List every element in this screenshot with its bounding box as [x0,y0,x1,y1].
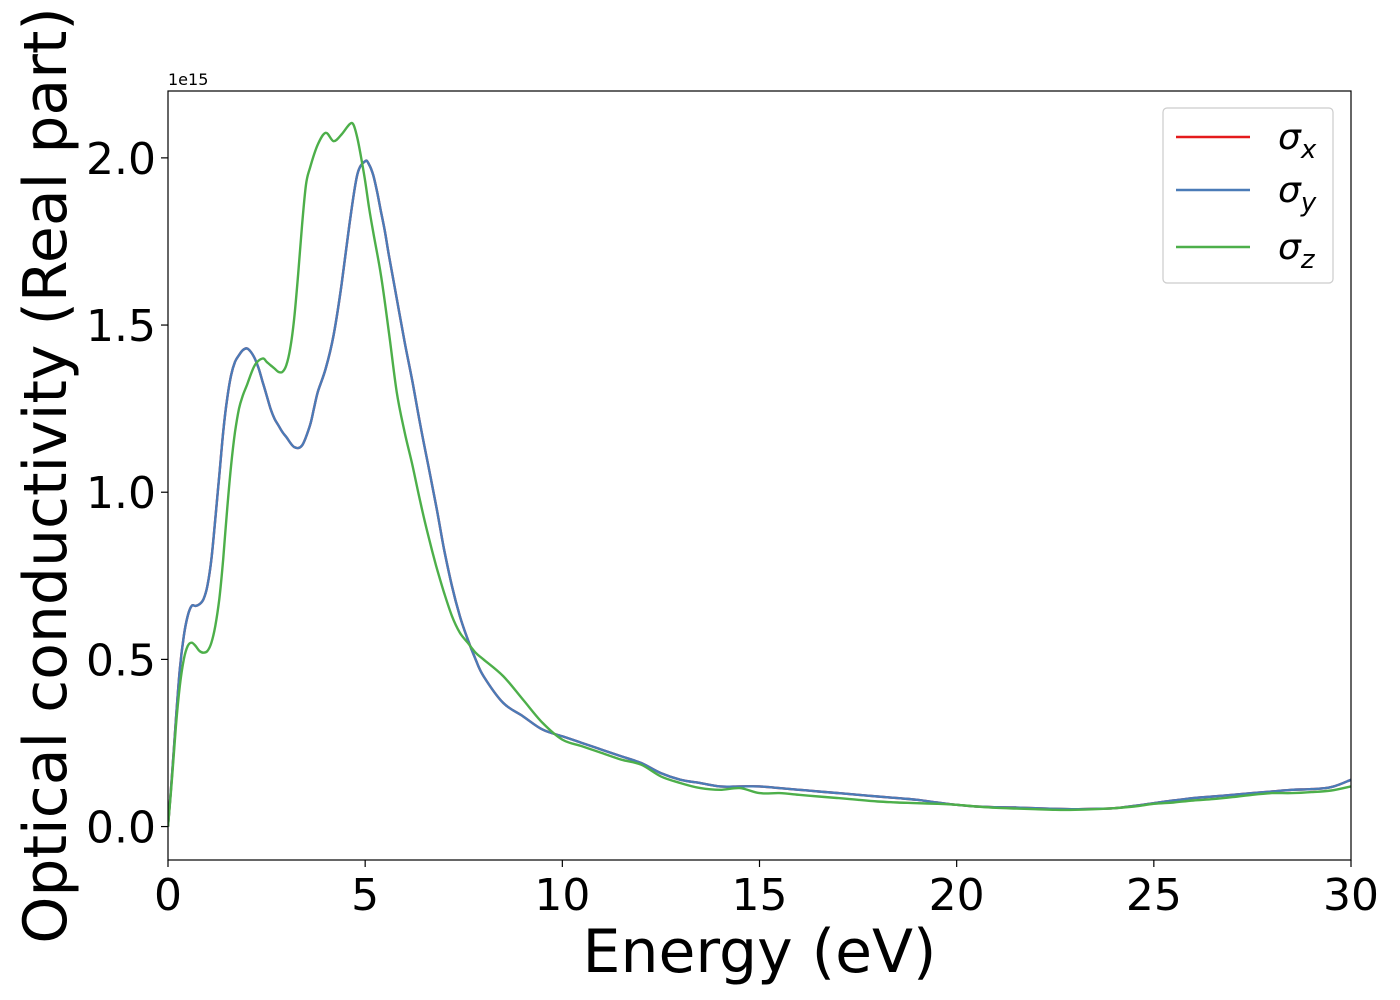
y-tick-label: 1.0 [86,468,156,519]
legend-label-x: σx [1278,117,1317,165]
y-axis-ticks: 0.0 0.5 1.0 1.5 2.0 [86,134,168,854]
y-tick-label: 2.0 [86,134,156,185]
y-tick-label: 0.5 [86,635,156,686]
x-tick-label: 30 [1323,870,1379,921]
y-tick-label: 0.0 [86,803,156,854]
legend-label-y: σy [1278,170,1317,218]
x-tick-label: 25 [1126,870,1182,921]
legend-symbol: σ [1278,117,1302,158]
legend-subscript: y [1300,188,1317,218]
series-layer [168,121,1351,827]
x-axis-title: Energy (eV) [583,917,937,987]
y-offset-label: 1e15 [168,70,208,89]
y-tick-label: 1.5 [86,301,156,352]
legend-label-z: σz [1278,227,1316,275]
legend-box [1162,107,1334,284]
legend-symbol: σ [1278,170,1302,211]
x-tick-label: 10 [534,870,590,921]
x-tick-label: 5 [351,870,379,921]
x-tick-label: 20 [929,870,985,921]
x-tick-label: 0 [154,870,182,921]
x-tick-label: 15 [732,870,788,921]
legend-subscript: z [1300,245,1316,275]
y-axis-title: Optical conductivity (Real part) [11,7,81,944]
legend-subscript: x [1300,135,1317,165]
x-axis-ticks: 0 5 10 15 20 25 30 [154,860,1379,921]
series-line-z [168,121,1351,827]
legend-symbol: σ [1278,227,1302,268]
